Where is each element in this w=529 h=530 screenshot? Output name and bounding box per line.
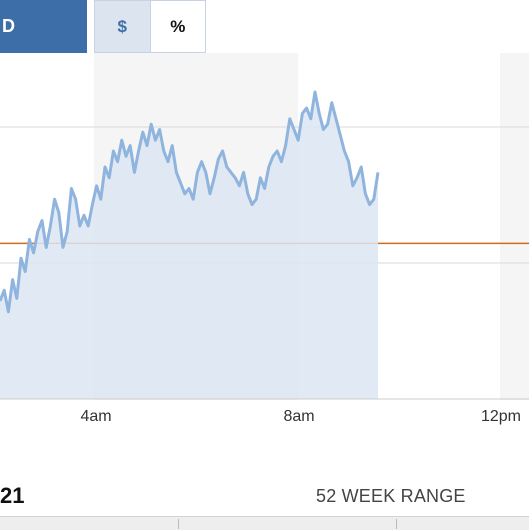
- week-range-label: 52 WEEK RANGE: [316, 486, 466, 506]
- range-tick: [178, 519, 179, 529]
- toggle-percent[interactable]: %: [150, 1, 205, 52]
- range-bar: [0, 516, 529, 530]
- x-tick-label-4am: 4am: [80, 408, 111, 425]
- intraday-line-chart: 4am 8am 12pm: [0, 53, 529, 425]
- price-line: [0, 90, 380, 314]
- price-area: [0, 92, 378, 399]
- toggle-dollar[interactable]: $: [95, 1, 151, 52]
- currency-percent-toggle[interactable]: $ %: [94, 0, 206, 53]
- period-button-day[interactable]: D: [0, 0, 87, 53]
- range-tick: [396, 519, 397, 529]
- x-tick-label-8am: 8am: [283, 408, 314, 425]
- afterhours-shade: [500, 53, 529, 400]
- price-value: 21: [0, 483, 25, 508]
- x-tick-label-12pm: 12pm: [481, 408, 521, 425]
